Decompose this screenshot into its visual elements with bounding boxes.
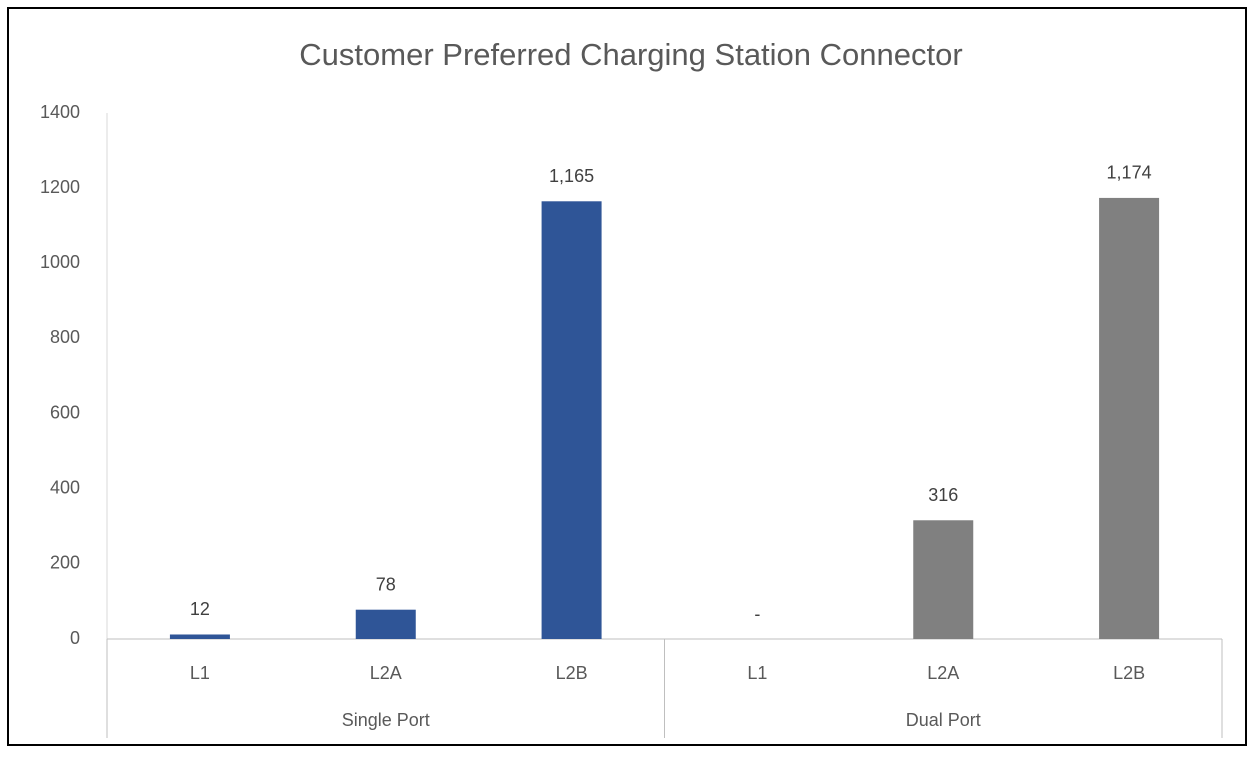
data-label: 316 bbox=[928, 485, 958, 505]
chart-title: Customer Preferred Charging Station Conn… bbox=[299, 37, 962, 72]
y-tick-label: 1200 bbox=[40, 177, 80, 197]
data-label: 1,174 bbox=[1107, 163, 1152, 183]
y-tick-label: 200 bbox=[50, 553, 80, 573]
x-tick-label: L2A bbox=[370, 663, 402, 683]
bar bbox=[913, 520, 974, 639]
y-tick-label: 1000 bbox=[40, 252, 80, 272]
x-tick-label: L1 bbox=[190, 663, 210, 683]
bar bbox=[355, 609, 416, 639]
group-label: Dual Port bbox=[906, 710, 981, 730]
y-tick-label: 1400 bbox=[40, 102, 80, 122]
data-label: 1,165 bbox=[549, 166, 594, 186]
x-tick-label: L2A bbox=[927, 663, 959, 683]
y-tick-label: 0 bbox=[70, 628, 80, 648]
bar bbox=[1099, 197, 1160, 639]
data-label: 12 bbox=[190, 599, 210, 619]
data-label: - bbox=[754, 604, 760, 624]
bar bbox=[541, 201, 602, 640]
group-label: Single Port bbox=[342, 710, 430, 730]
x-tick-label: L2B bbox=[1113, 663, 1145, 683]
y-tick-label: 600 bbox=[50, 402, 80, 422]
bar bbox=[169, 634, 230, 639]
chart-border bbox=[7, 7, 1247, 746]
x-tick-label: L2B bbox=[556, 663, 588, 683]
data-label: 78 bbox=[376, 574, 396, 594]
y-tick-label: 400 bbox=[50, 477, 80, 497]
y-tick-label: 800 bbox=[50, 327, 80, 347]
x-tick-label: L1 bbox=[747, 663, 767, 683]
